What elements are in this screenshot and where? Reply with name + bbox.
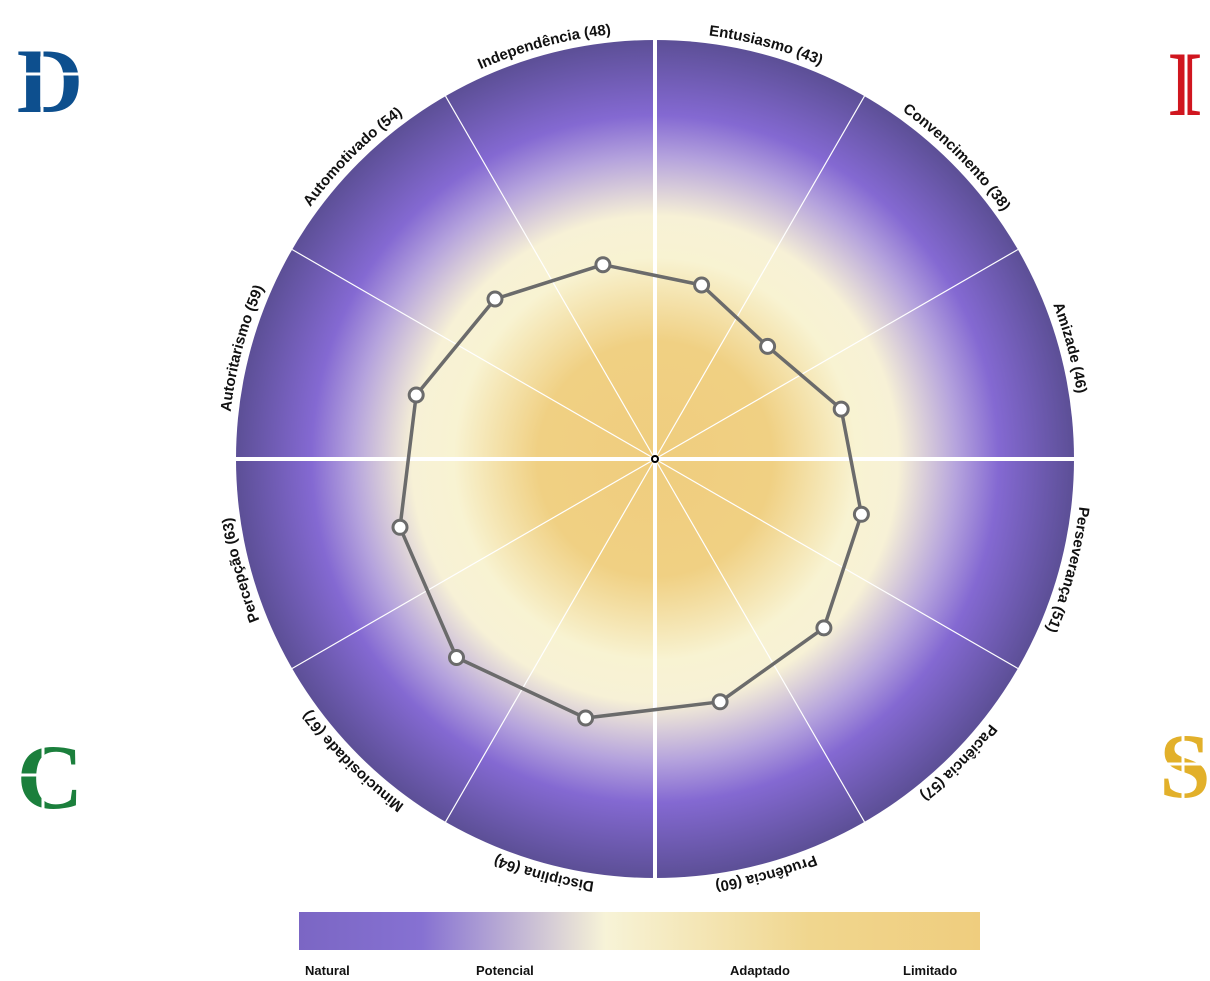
legend-label-potencial: Potencial (476, 963, 534, 978)
data-point (852, 505, 870, 523)
letter-d: D (4, 30, 96, 132)
segment-divider (654, 458, 866, 823)
segment-divider (654, 248, 1019, 460)
legend-label-adaptado: Adaptado (730, 963, 790, 978)
center-dot (651, 455, 659, 463)
data-point (407, 386, 425, 404)
data-point (391, 518, 409, 536)
segment-divider (444, 95, 656, 460)
data-point (711, 693, 729, 711)
segment-divider (654, 458, 1019, 670)
letter-c: C (4, 726, 96, 828)
data-point (815, 619, 833, 637)
data-point (759, 337, 777, 355)
data-point (577, 709, 595, 727)
data-point (486, 290, 504, 308)
letter-s: S (1150, 715, 1210, 817)
data-point (693, 276, 711, 294)
segment-divider (654, 95, 866, 460)
data-point (594, 256, 612, 274)
letter-i: I (1167, 33, 1203, 135)
segment-divider (291, 248, 656, 460)
svg-text:S: S (1159, 715, 1210, 817)
svg-text:C: C (17, 726, 83, 828)
legend-label-natural: Natural (305, 963, 350, 978)
legend-gradient-bar (299, 912, 980, 950)
data-point (832, 400, 850, 418)
legend-label-limitado: Limitado (903, 963, 958, 978)
svg-text:D: D (17, 30, 83, 132)
data-point (448, 649, 465, 666)
segment-divider (444, 458, 656, 823)
data-markers (391, 256, 870, 727)
segment-divider (291, 458, 656, 670)
segment-dividers (291, 95, 1019, 823)
